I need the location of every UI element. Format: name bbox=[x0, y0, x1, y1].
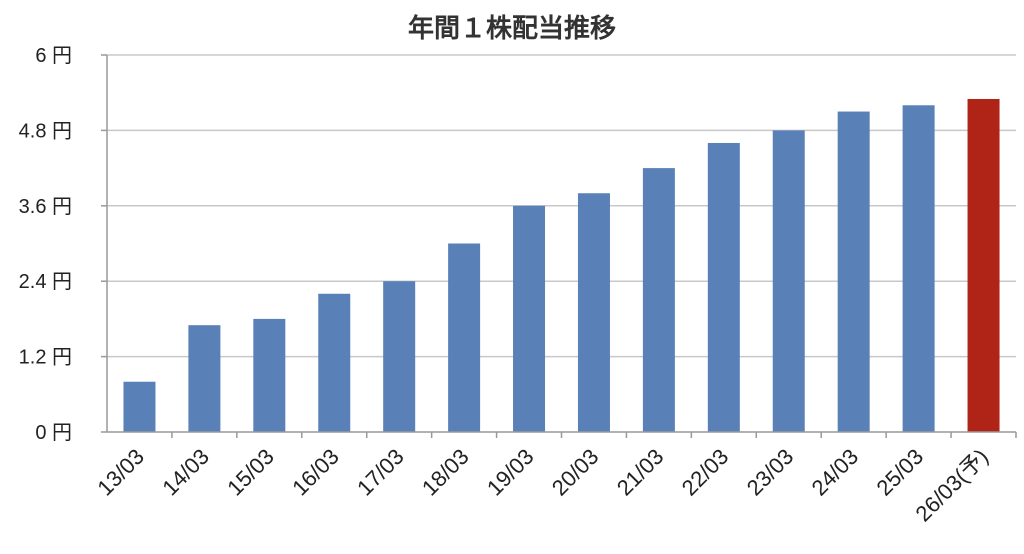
x-tick-label: 18/03 bbox=[417, 444, 474, 501]
y-tick-label: 4.8 円 bbox=[19, 120, 72, 142]
x-tick-label: 16/03 bbox=[287, 444, 344, 501]
x-tick-label: 17/03 bbox=[352, 444, 409, 501]
x-tick-label: 24/03 bbox=[807, 444, 864, 501]
bar-22/03 bbox=[707, 142, 740, 432]
bar-17/03 bbox=[383, 281, 416, 432]
bar-20/03 bbox=[577, 193, 610, 432]
y-tick-label: 0 円 bbox=[35, 422, 72, 444]
x-tick-label: 13/03 bbox=[92, 444, 149, 501]
bar-24/03 bbox=[837, 111, 870, 433]
bars bbox=[123, 98, 1000, 433]
x-tick-label: 19/03 bbox=[482, 444, 539, 501]
bar-21/03 bbox=[642, 168, 675, 432]
x-tick-label: 15/03 bbox=[222, 444, 279, 501]
axes bbox=[101, 54, 1017, 438]
x-tick-label: 20/03 bbox=[547, 444, 604, 501]
grid-lines bbox=[107, 54, 1016, 358]
x-tick-label: 23/03 bbox=[742, 444, 799, 501]
x-tick-label: 14/03 bbox=[157, 444, 214, 501]
bar-14/03 bbox=[188, 325, 221, 432]
bar-16/03 bbox=[318, 293, 351, 432]
y-tick-label: 6 円 bbox=[35, 45, 72, 67]
x-tick-labels: 13/03 14/03 15/03 16/03 17/03 18/03 19/03 20/03… bbox=[92, 444, 993, 527]
y-tick-label: 3.6 円 bbox=[19, 196, 72, 218]
x-tick-label: 22/03 bbox=[677, 444, 734, 501]
bar-18/03 bbox=[448, 243, 481, 432]
bar-19/03 bbox=[513, 205, 546, 432]
bar-25/03 bbox=[902, 105, 935, 433]
bar-26/03(予) bbox=[967, 98, 1000, 432]
bar-15/03 bbox=[253, 318, 286, 432]
x-tick-label: 26/03(予) bbox=[911, 444, 994, 527]
x-tick-label: 21/03 bbox=[612, 444, 669, 501]
y-tick-labels: 0 円 1.2 円 2.4 円 3.6 円 4.8 円 6 円 bbox=[19, 45, 72, 444]
bar-13/03 bbox=[123, 381, 156, 432]
bar-23/03 bbox=[772, 130, 805, 432]
x-tick-label: 25/03 bbox=[872, 444, 929, 501]
y-tick-label: 2.4 円 bbox=[19, 271, 72, 293]
y-tick-label: 1.2 円 bbox=[19, 347, 72, 369]
chart-title: 年間１株配当推移 bbox=[407, 14, 616, 44]
